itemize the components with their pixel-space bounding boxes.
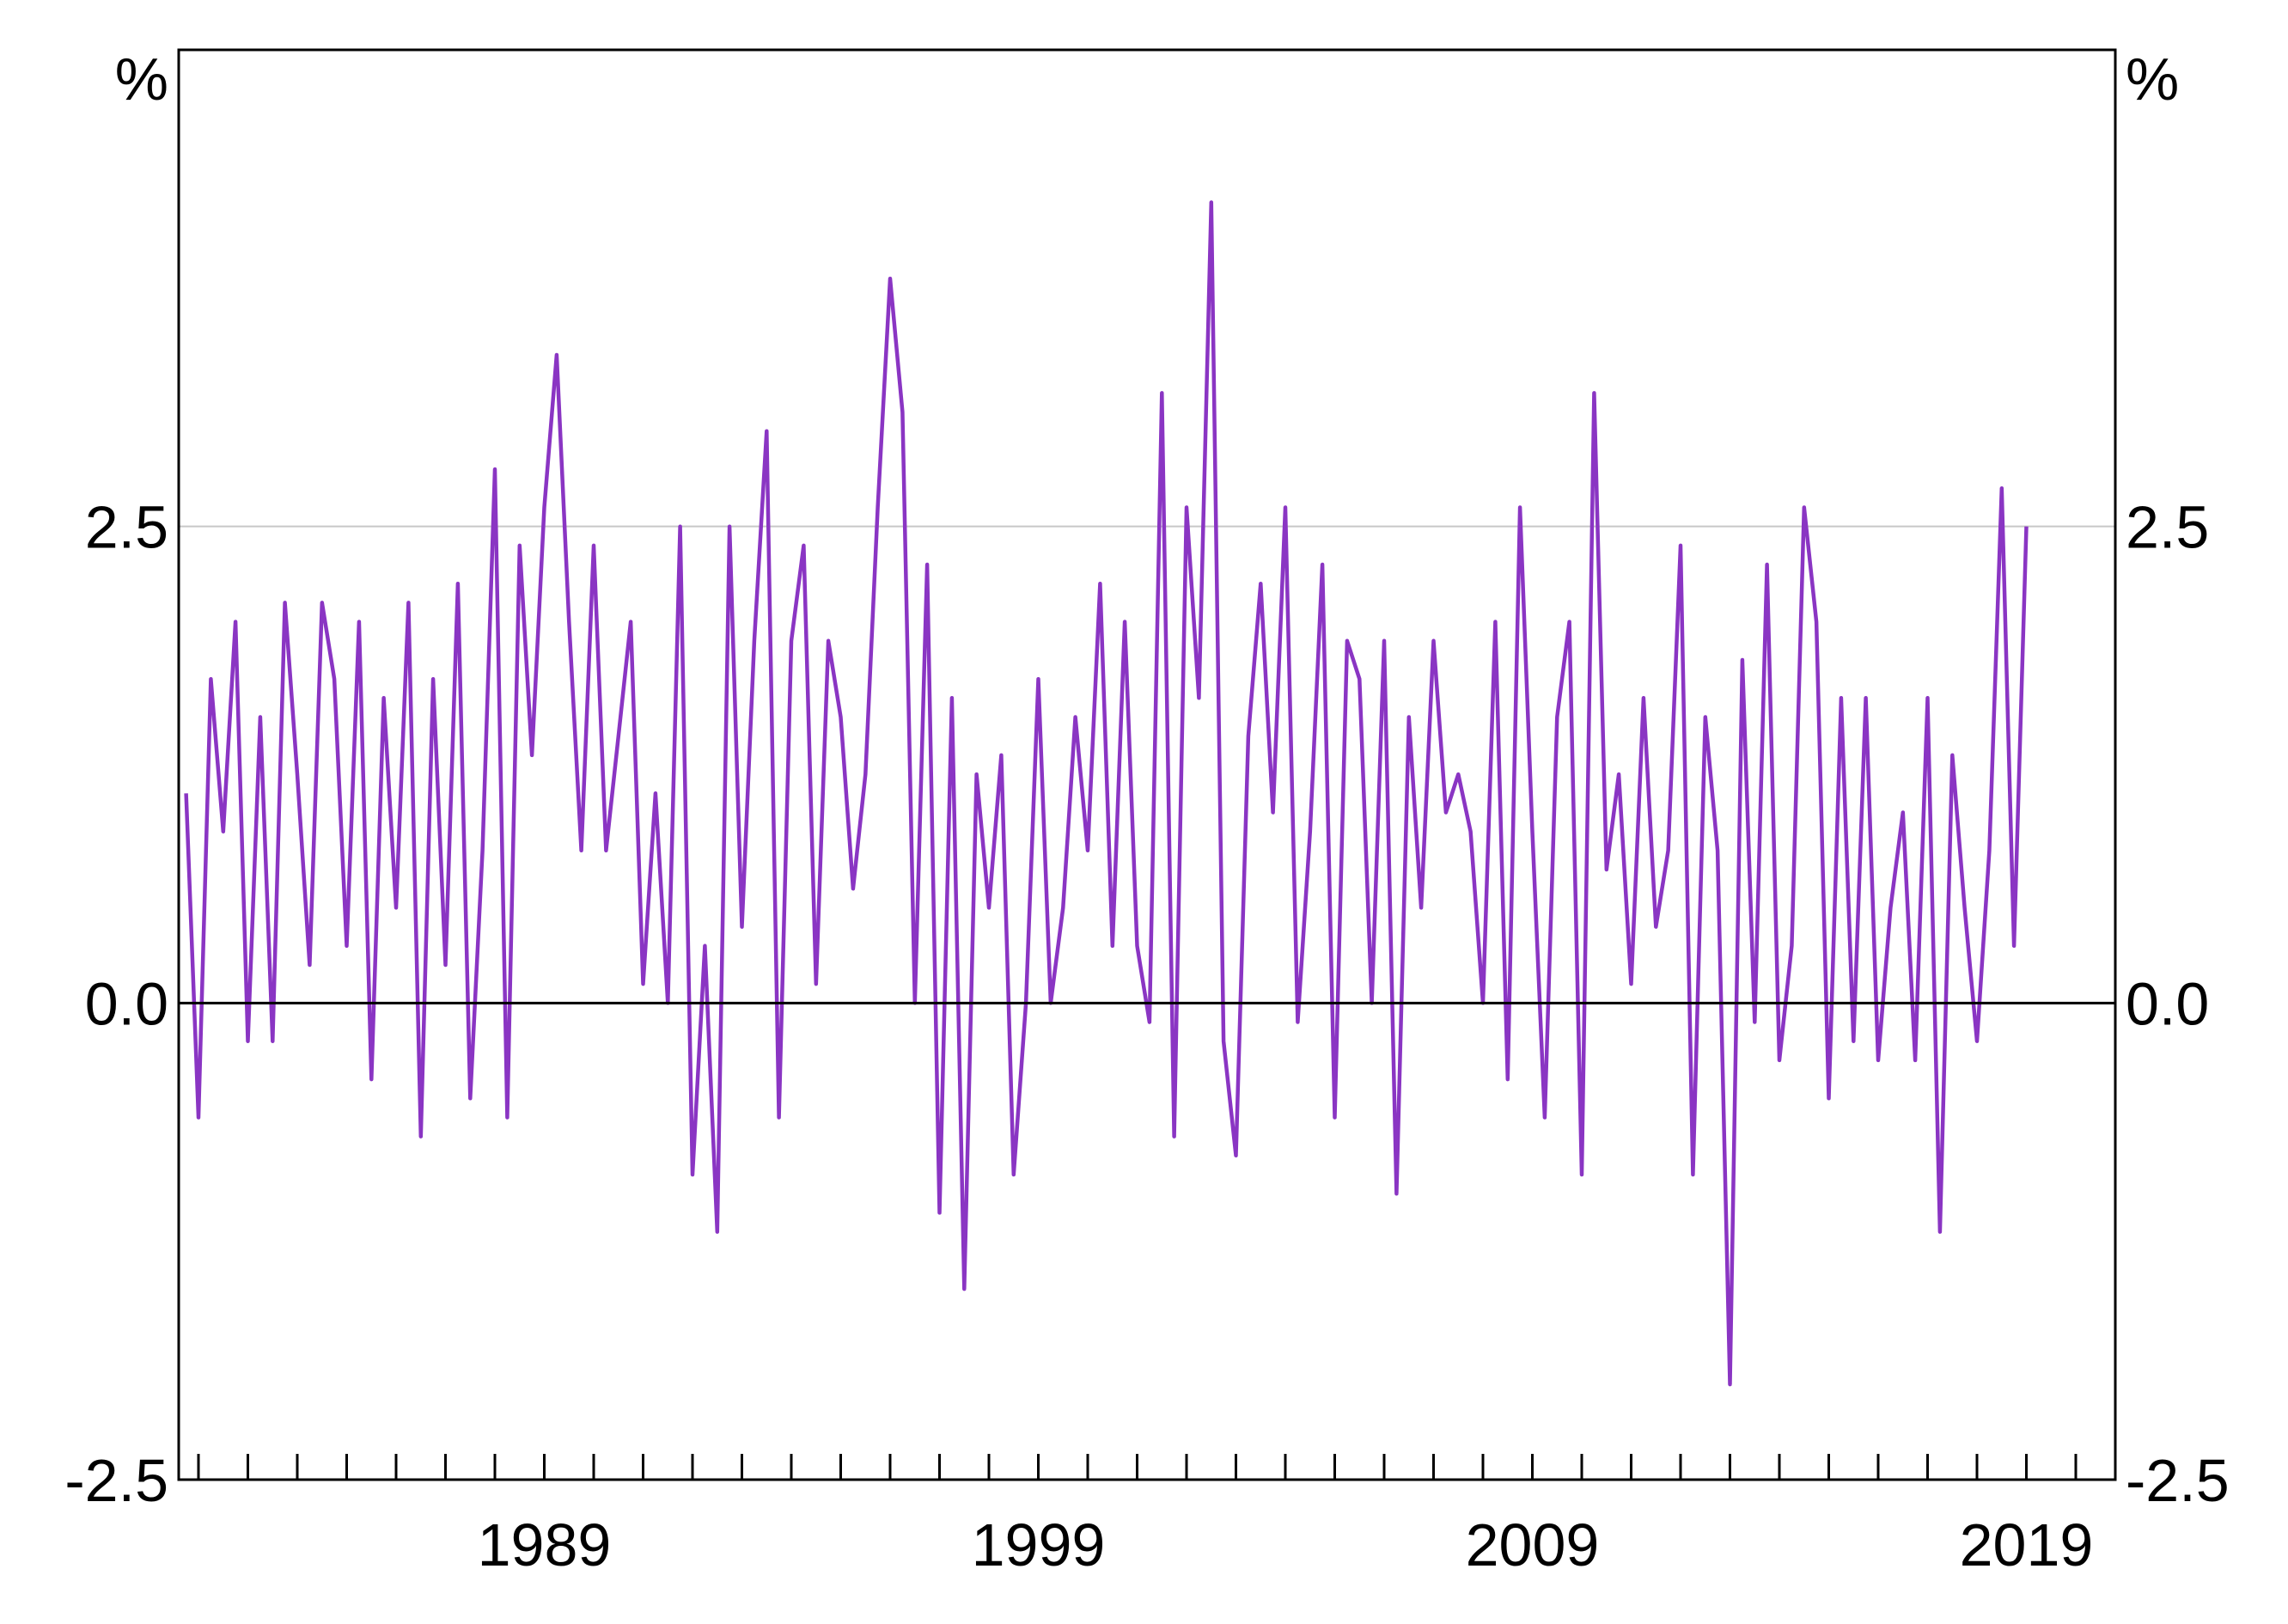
x-tick-label: 2019 bbox=[1960, 1511, 2094, 1578]
series-layer bbox=[184, 200, 2029, 1387]
series-line bbox=[184, 200, 2029, 1387]
y-unit-right: % bbox=[2126, 46, 2179, 113]
y-tick-label-right: -2.5 bbox=[2126, 1447, 2230, 1514]
y-tick-label-right: 2.5 bbox=[2126, 494, 2209, 561]
y-tick-label-left: 2.5 bbox=[85, 494, 168, 561]
plot-frame bbox=[177, 48, 2117, 1481]
x-tick-label: 2009 bbox=[1466, 1511, 1600, 1578]
y-unit-left: % bbox=[115, 46, 168, 113]
y-tick-label-left: 0.0 bbox=[85, 970, 168, 1037]
x-tick-label: 1999 bbox=[972, 1511, 1106, 1578]
y-tick-label-left: -2.5 bbox=[64, 1447, 168, 1514]
axis-layer: 1989 1999 2009 2019 -2.5 -2.5 0.0 0.0 2.5 2.5 bbox=[64, 494, 2229, 1578]
y-tick-label-right: 0.0 bbox=[2126, 970, 2209, 1037]
x-tick-label: 1989 bbox=[478, 1511, 612, 1578]
